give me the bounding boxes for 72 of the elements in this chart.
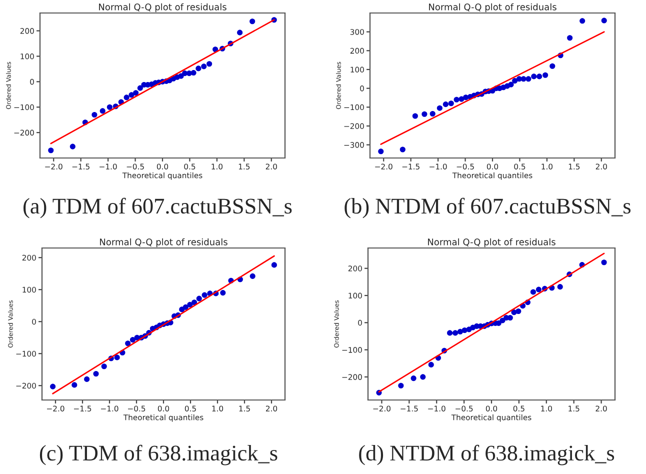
chart-title: Normal Q-Q plot of residuals bbox=[99, 3, 226, 12]
point bbox=[462, 327, 468, 334]
point bbox=[202, 292, 208, 298]
point bbox=[128, 92, 134, 98]
point bbox=[106, 104, 112, 110]
point bbox=[420, 374, 426, 380]
point bbox=[50, 384, 56, 390]
point bbox=[536, 286, 542, 292]
point bbox=[601, 18, 607, 24]
point bbox=[512, 78, 518, 84]
point bbox=[133, 90, 139, 96]
text: (b) NTDM of 607.cactuBSSN_s bbox=[344, 198, 631, 218]
text: (c) TDM of 638.imagick_s bbox=[40, 444, 278, 466]
point bbox=[430, 110, 436, 117]
point bbox=[182, 304, 188, 310]
point bbox=[412, 113, 418, 119]
point bbox=[516, 308, 522, 314]
point bbox=[454, 96, 460, 102]
point bbox=[250, 273, 256, 279]
point bbox=[448, 100, 454, 106]
point bbox=[580, 18, 586, 24]
point bbox=[400, 146, 406, 152]
point bbox=[442, 102, 448, 108]
point bbox=[114, 354, 120, 360]
point bbox=[137, 85, 143, 91]
point bbox=[220, 290, 226, 296]
point bbox=[398, 382, 404, 388]
point bbox=[520, 76, 526, 82]
point bbox=[526, 76, 532, 82]
point bbox=[125, 340, 131, 346]
point bbox=[428, 362, 434, 368]
point bbox=[93, 370, 99, 377]
point bbox=[190, 70, 196, 76]
point bbox=[436, 105, 442, 111]
point bbox=[410, 376, 416, 382]
point bbox=[124, 94, 130, 100]
point bbox=[206, 61, 212, 67]
point bbox=[530, 289, 536, 295]
point bbox=[196, 296, 202, 302]
point bbox=[212, 46, 218, 52]
point bbox=[101, 364, 107, 370]
point bbox=[130, 337, 136, 343]
point bbox=[378, 148, 384, 154]
point bbox=[508, 82, 514, 88]
point bbox=[84, 376, 90, 382]
point bbox=[422, 111, 428, 117]
point bbox=[201, 64, 207, 70]
chart-title: Normal Q-Q plot of residuals bbox=[429, 3, 556, 12]
point bbox=[192, 300, 198, 306]
point bbox=[100, 108, 106, 114]
point bbox=[567, 35, 573, 41]
point bbox=[271, 262, 277, 268]
point bbox=[536, 74, 542, 80]
chart-title: Normal Q-Q plot of residuals bbox=[428, 238, 556, 248]
point bbox=[457, 328, 463, 334]
point bbox=[557, 284, 563, 290]
point bbox=[48, 148, 54, 154]
point bbox=[601, 260, 607, 266]
point bbox=[72, 382, 78, 388]
point bbox=[70, 144, 76, 150]
point bbox=[237, 30, 243, 36]
point bbox=[542, 72, 548, 78]
point bbox=[550, 63, 556, 69]
text: (a) TDM of 607.cactuBSSN_s bbox=[24, 198, 292, 218]
point bbox=[447, 330, 453, 336]
point bbox=[92, 112, 98, 118]
point bbox=[250, 18, 256, 24]
point bbox=[196, 66, 202, 72]
chart-title: Normal Q-Q plot of residuals bbox=[100, 238, 228, 248]
point bbox=[531, 74, 537, 80]
text: (d) NTDM of 638.imagick_s bbox=[359, 444, 614, 466]
point bbox=[452, 330, 458, 336]
